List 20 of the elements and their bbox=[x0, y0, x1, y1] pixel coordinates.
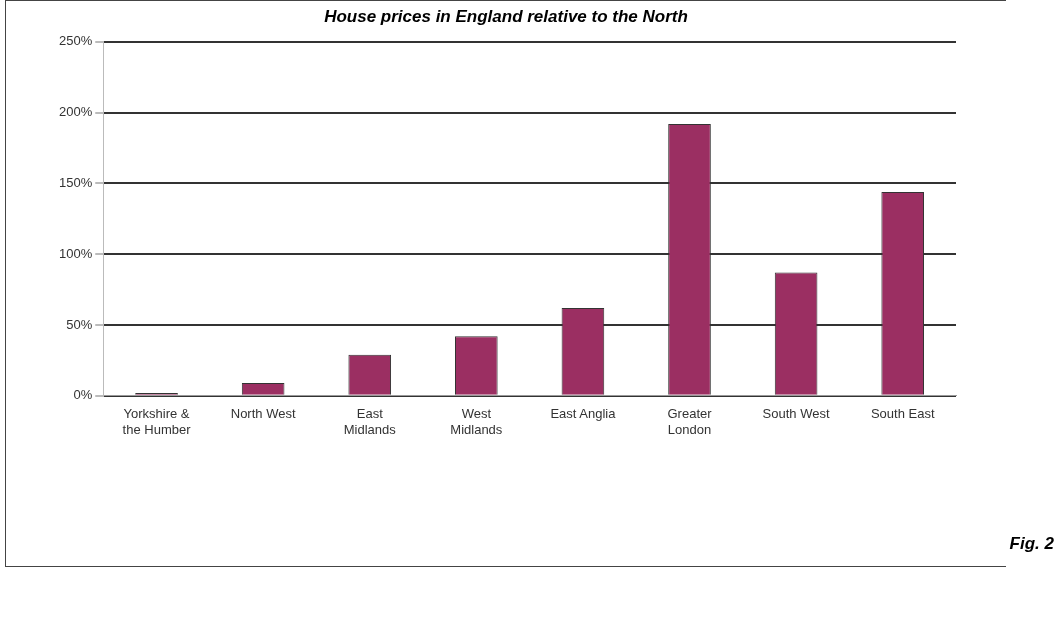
category-label: London bbox=[667, 421, 712, 437]
chart-title: House prices in England relative to the North bbox=[323, 7, 689, 27]
y-tick-label: 100% bbox=[59, 245, 93, 261]
x-tick-label: South East bbox=[870, 406, 935, 422]
category-label: East bbox=[356, 406, 383, 422]
category-label: the Humber bbox=[122, 421, 191, 437]
x-tick-label: South West bbox=[762, 406, 830, 422]
category-label: Midlands bbox=[343, 421, 396, 437]
y-tick-label: 0% bbox=[73, 387, 93, 403]
caption: Fig. 2 bbox=[1009, 534, 1054, 554]
category-label: Midlands bbox=[450, 421, 503, 437]
category-label: West bbox=[461, 406, 492, 422]
category-label: Yorkshire & bbox=[123, 406, 190, 422]
x-tick-label: East Anglia bbox=[550, 406, 617, 422]
y-tick-label: 50% bbox=[66, 316, 93, 332]
y-tick-label: 200% bbox=[59, 104, 93, 120]
category-label: Greater bbox=[667, 406, 712, 422]
x-tick-label: North West bbox=[230, 406, 296, 422]
y-tick-label: 150% bbox=[59, 174, 93, 190]
y-tick-label: 250% bbox=[59, 33, 93, 49]
